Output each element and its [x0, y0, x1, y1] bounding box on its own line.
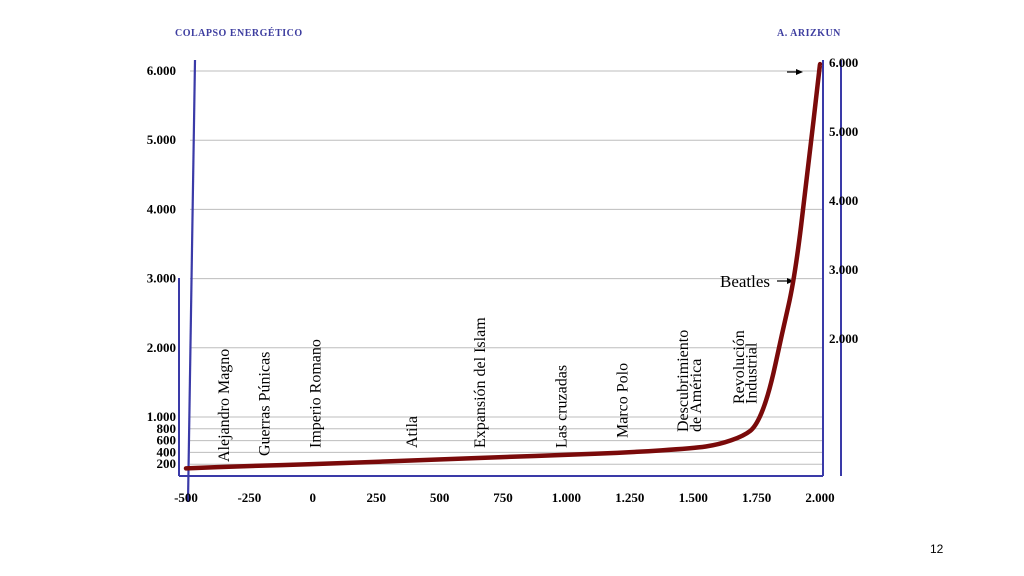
x-tick-label: -250	[237, 490, 261, 505]
event-label: de América	[688, 359, 705, 432]
top-arrowhead	[796, 69, 803, 75]
x-tick-label: 2.000	[805, 490, 834, 505]
y-tick-label-right: 4.000	[829, 193, 858, 208]
y-tick-label: 200	[157, 456, 177, 471]
x-tick-label: 1.500	[679, 490, 708, 505]
event-label: Revolución	[731, 330, 748, 404]
event-label: Marco Polo	[614, 363, 631, 438]
y-tick-label-right: 5.000	[829, 124, 858, 139]
y-tick-label-right: 3.000	[829, 262, 858, 277]
y-tick-label-right: 2.000	[829, 331, 858, 346]
y-tick-label: 6.000	[147, 63, 176, 78]
event-label: Alejandro Magno	[216, 349, 233, 462]
y-tick-label: 5.000	[147, 132, 176, 147]
x-tick-label: 500	[430, 490, 450, 505]
y-tick-label: 3.000	[147, 271, 176, 286]
x-tick-label: 1.000	[552, 490, 581, 505]
y-tick-label-right: 6.000	[829, 55, 858, 70]
event-label-beatles: Beatles	[720, 272, 770, 291]
event-label: Atila	[404, 416, 421, 448]
y-tick-label: 400	[157, 444, 177, 459]
header-author: A. ARIZKUN	[777, 28, 841, 39]
header-title: COLAPSO ENERGÉTICO	[175, 28, 303, 39]
page-number: 12	[930, 542, 944, 556]
event-label: Expansión del Islam	[472, 317, 489, 448]
x-tick-label: -500	[174, 490, 198, 505]
event-label: Guerras Púnicas	[257, 352, 274, 456]
y-tick-label: 4.000	[147, 201, 176, 216]
x-tick-label: 0	[310, 490, 317, 505]
event-label: Descubrimiento	[675, 330, 692, 432]
y-tick-label: 600	[157, 433, 177, 448]
x-tick-label: 250	[366, 490, 386, 505]
y-tick-label: 2.000	[147, 340, 176, 355]
y-tick-label: 800	[157, 421, 177, 436]
x-tick-label: 1.250	[615, 490, 644, 505]
y-axis-left	[186, 59, 197, 503]
x-tick-label: 1.750	[742, 490, 771, 505]
x-tick-label: 750	[493, 490, 513, 505]
beatles-arrowhead	[787, 278, 794, 284]
data-series-line	[183, 61, 823, 471]
event-label: Industrial	[744, 342, 761, 404]
event-label: Las cruzadas	[553, 365, 570, 448]
event-label: Imperio Romano	[307, 339, 324, 448]
y-tick-label: 1.000	[147, 409, 176, 424]
